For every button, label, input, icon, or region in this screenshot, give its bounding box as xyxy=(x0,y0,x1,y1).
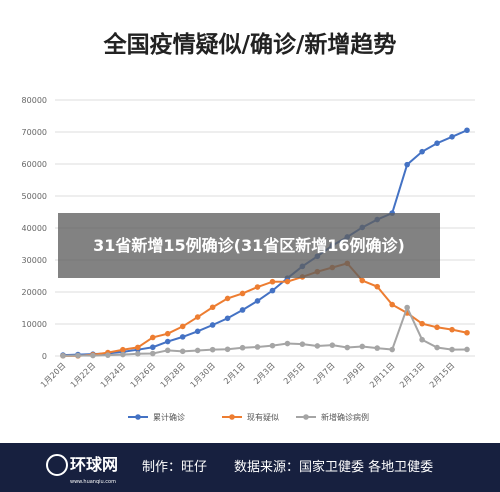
legend-label: 新增确诊病例 xyxy=(321,412,369,422)
point xyxy=(224,346,231,353)
point xyxy=(404,161,410,168)
y-tick-label: 80000 xyxy=(22,96,47,105)
y-tick-label: 50000 xyxy=(22,192,47,201)
y-tick-label: 70000 xyxy=(22,128,47,137)
legend-label: 现有疑似 xyxy=(247,412,279,422)
point xyxy=(434,344,440,351)
point xyxy=(269,342,276,349)
legend-marker xyxy=(303,414,309,420)
logo-text: 环球网 xyxy=(70,455,118,474)
point xyxy=(449,326,455,333)
point xyxy=(239,290,246,297)
point xyxy=(179,323,186,330)
chart-title: 全国疫情疑似/确诊/新增趋势 xyxy=(103,31,397,58)
series-line xyxy=(62,304,468,357)
point xyxy=(135,350,141,357)
point xyxy=(164,338,171,345)
point xyxy=(254,284,261,290)
point xyxy=(224,315,231,322)
point xyxy=(224,295,231,302)
legend-label: 累计确诊 xyxy=(153,412,185,422)
author: 制作：旺仔 xyxy=(142,460,207,475)
y-tick-label: 10000 xyxy=(22,320,47,329)
point xyxy=(135,344,141,351)
point xyxy=(449,346,455,353)
point xyxy=(329,342,336,348)
point xyxy=(239,307,246,313)
caption: 31省新增15例确诊(31省区新增16例确诊) xyxy=(58,213,440,278)
point xyxy=(389,301,395,308)
point xyxy=(194,314,201,320)
point xyxy=(164,347,171,354)
y-tick-label: 40000 xyxy=(22,224,47,233)
point xyxy=(374,283,381,290)
point xyxy=(209,346,216,353)
point xyxy=(254,344,261,350)
point xyxy=(344,344,351,351)
point xyxy=(464,346,470,353)
point xyxy=(209,304,216,311)
point xyxy=(269,278,276,285)
point xyxy=(239,344,246,351)
y-tick-label: 20000 xyxy=(22,288,47,297)
point xyxy=(374,345,381,351)
point xyxy=(299,341,306,347)
point xyxy=(464,329,470,336)
point xyxy=(359,277,366,284)
point xyxy=(419,336,425,343)
legend-marker xyxy=(229,414,235,420)
point xyxy=(90,352,96,359)
point xyxy=(269,287,276,294)
point xyxy=(284,278,291,285)
point xyxy=(120,351,126,358)
point xyxy=(194,347,201,354)
point xyxy=(314,343,321,349)
y-tick-label: 0 xyxy=(42,352,47,361)
series-line xyxy=(62,262,468,357)
point xyxy=(419,320,425,327)
logo-icon xyxy=(46,454,68,476)
point xyxy=(359,343,366,350)
point xyxy=(149,344,156,351)
point xyxy=(75,352,81,359)
logo-url: www.huanqiu.com xyxy=(70,479,116,485)
point xyxy=(60,352,66,359)
point xyxy=(284,340,291,347)
point xyxy=(434,324,440,331)
legend-marker xyxy=(135,414,141,420)
point xyxy=(209,322,216,328)
point xyxy=(404,304,410,311)
point xyxy=(419,148,425,155)
footer-bar xyxy=(0,443,500,492)
point xyxy=(254,298,261,304)
point xyxy=(120,346,126,353)
point xyxy=(149,334,156,341)
source: 数据来源：国家卫健委 各地卫健委 xyxy=(234,459,433,475)
point xyxy=(149,350,156,357)
point xyxy=(434,140,440,147)
point xyxy=(105,352,111,358)
point xyxy=(179,334,186,340)
y-tick-label: 60000 xyxy=(22,160,47,169)
point xyxy=(389,346,395,353)
series-line xyxy=(62,129,468,357)
point xyxy=(179,348,186,355)
point xyxy=(194,328,201,335)
point xyxy=(464,127,470,134)
point xyxy=(449,134,455,140)
point xyxy=(164,330,171,337)
y-tick-label: 30000 xyxy=(22,256,47,265)
